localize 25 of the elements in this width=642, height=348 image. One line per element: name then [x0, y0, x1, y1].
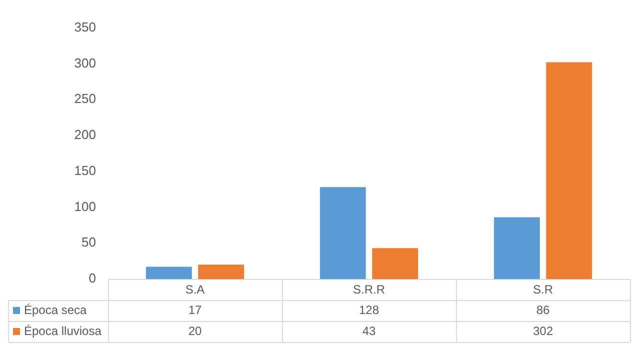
data-label: 302 [532, 324, 554, 338]
bar [320, 187, 366, 279]
legend-label: Época seca [24, 302, 88, 317]
y-tick-label: 50 [82, 234, 96, 250]
data-label: 20 [188, 324, 202, 338]
x-tick-label: S.R [532, 282, 554, 297]
bar [372, 248, 418, 279]
bar [198, 264, 244, 279]
y-tick-label: 350 [74, 19, 96, 34]
y-tick-label: 0 [88, 270, 96, 286]
y-tick-label: 100 [74, 198, 96, 214]
bar [546, 62, 592, 279]
y-tick-label: 300 [74, 55, 96, 70]
y-tick-label: 200 [74, 127, 96, 142]
x-tick-label: S.R.R [352, 282, 386, 297]
bar [146, 266, 192, 279]
legend-label: Época lluviosa [24, 324, 102, 338]
data-label: 86 [536, 302, 550, 317]
data-label: 17 [188, 302, 202, 317]
data-label: 43 [362, 324, 376, 338]
y-tick-label: 250 [74, 91, 96, 106]
y-tick-label: 150 [74, 162, 96, 178]
bar [494, 217, 540, 279]
data-label: 128 [358, 302, 380, 317]
x-tick-label: S.A [185, 282, 205, 297]
